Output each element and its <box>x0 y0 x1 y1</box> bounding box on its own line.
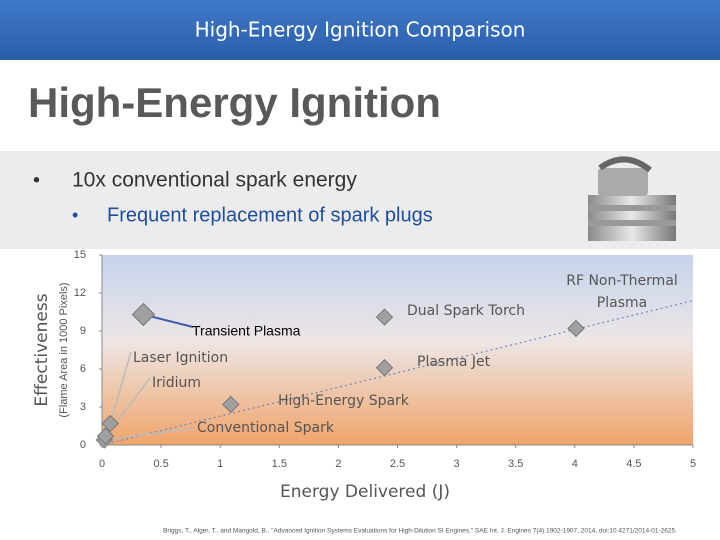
spark-plug-image <box>588 156 676 241</box>
data-point <box>96 427 115 445</box>
point-label: Iridium <box>152 375 201 391</box>
header-title: High-Energy Ignition Comparison <box>195 18 526 42</box>
data-point <box>375 308 394 326</box>
x-tick-label: 0.5 <box>153 458 168 470</box>
x-tick-label: 3.5 <box>508 458 523 470</box>
y-tick-label: 12 <box>74 287 86 299</box>
bullet-text: 10x conventional spark energy <box>72 169 357 192</box>
point-label: Conventional Spark <box>197 420 335 436</box>
point-label: Transient Plasma <box>192 323 301 339</box>
point-label: RF Non-Thermal <box>566 273 678 289</box>
y-tick-label: 6 <box>80 363 86 375</box>
bullet-marker: • <box>33 169 40 191</box>
y-tick-label: 3 <box>80 401 86 413</box>
data-point <box>101 414 119 433</box>
y-tick-label: 9 <box>80 325 86 337</box>
x-tick-label: 1.5 <box>272 458 287 470</box>
data-point <box>131 302 156 327</box>
y-axis-sublabel: (Flame Area in 1000 Pixels) <box>58 282 70 417</box>
point-label: Dual Spark Torch <box>407 303 525 319</box>
x-tick-label: 5 <box>690 458 696 470</box>
leader-line <box>104 427 196 441</box>
y-tick-label: 15 <box>74 249 86 261</box>
header-bar <box>0 0 720 60</box>
slide-title: High-Energy Ignition <box>28 79 441 126</box>
point-label: High-Energy Spark <box>278 393 410 409</box>
plot-area <box>102 255 693 445</box>
x-tick-label: 2.5 <box>390 458 405 470</box>
bullet-marker: • <box>72 205 78 225</box>
x-tick-label: 1 <box>217 458 223 470</box>
x-tick-label: 4.5 <box>626 458 641 470</box>
x-tick-label: 3 <box>454 458 460 470</box>
x-tick-label: 2 <box>335 458 341 470</box>
leader-line <box>109 351 132 424</box>
point-label: Laser Ignition <box>133 350 228 366</box>
data-point <box>375 359 394 377</box>
y-axis-label: Effectiveness <box>32 293 52 406</box>
citation: Briggs, T., Alger, T., and Mangold, B., … <box>163 528 677 535</box>
bullet-text: Frequent replacement of spark plugs <box>107 204 433 226</box>
data-point <box>222 395 240 414</box>
point-label: Plasma <box>597 295 647 311</box>
data-point <box>567 319 585 338</box>
x-axis-label: Energy Delivered (J) <box>280 482 450 502</box>
point-label: Plasma Jet <box>417 354 491 370</box>
trendline <box>101 300 694 446</box>
y-tick-label: 0 <box>80 439 86 451</box>
x-tick-label: 0 <box>99 458 105 470</box>
x-tick-label: 4 <box>572 458 578 470</box>
